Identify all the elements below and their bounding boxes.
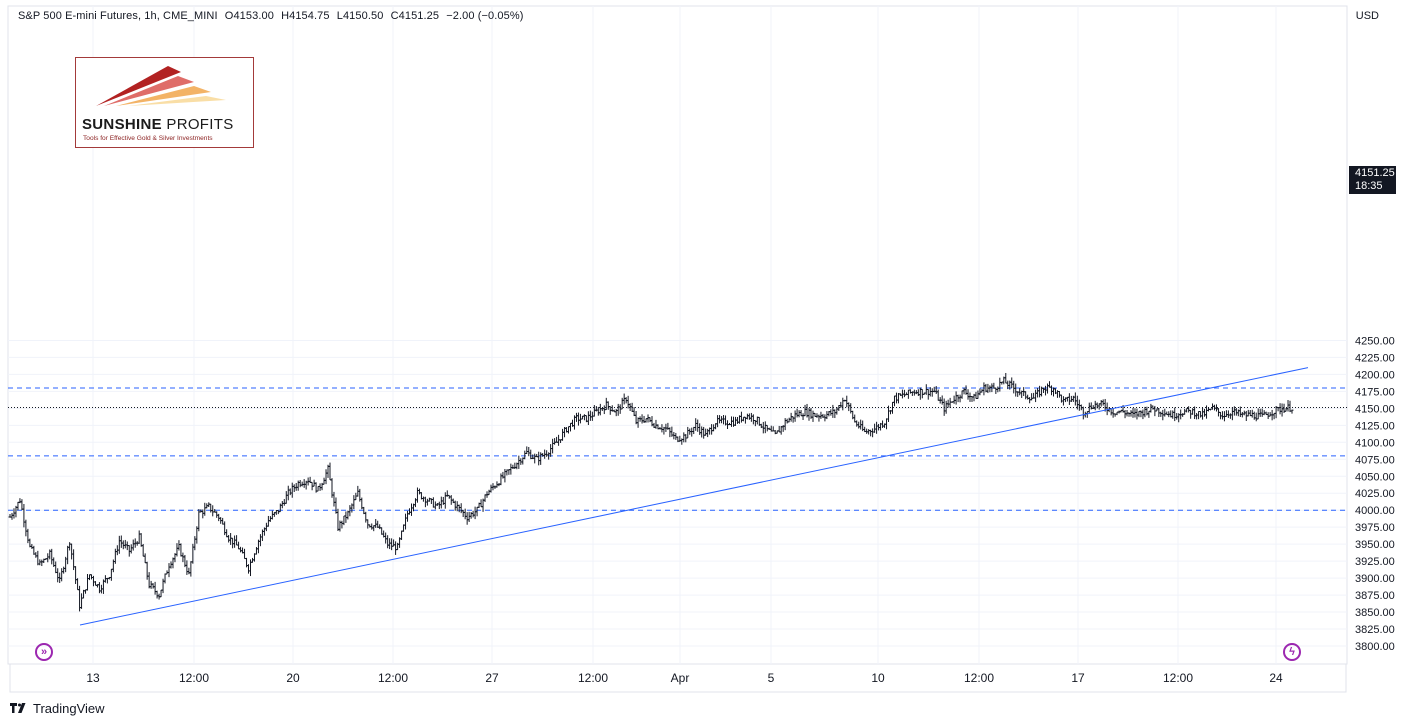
price-tick-label: 3975.00 [1355,522,1395,534]
ohlc-open: O4153.00 [224,10,274,22]
price-tick-label: 4125.00 [1355,420,1395,432]
double-chevron-right-icon: » [40,646,48,658]
ohlc-high: H4154.75 [281,10,330,22]
last-price-value: 4151.25 [1355,167,1395,179]
time-tick-label: 12:00 [179,671,209,685]
symbol-header: S&P 500 E-mini Futures, 1h, CME_MINI O41… [18,10,528,22]
price-tick-label: 3850.00 [1355,607,1395,619]
price-tick-label: 3925.00 [1355,556,1395,568]
time-axis[interactable]: 13 12:00 20 12:00 27 12:00 Apr 5 10 12:00 17 12:00 2… [86,671,1283,685]
candles [8,372,1294,612]
footer-brand: TradingView [33,701,105,716]
bar-countdown: 18:35 [1355,180,1383,192]
time-tick-label: 12:00 [964,671,994,685]
time-tick-label: 10 [871,671,885,685]
ohlc-close: C4151.25 [390,10,440,22]
symbol-title[interactable]: S&P 500 E-mini Futures, 1h, CME_MINI [18,10,218,22]
ohlc-low: L4150.50 [336,10,384,22]
price-tick-label: 4150.00 [1355,403,1395,415]
footer[interactable]: TradingView [10,701,105,716]
price-tick-label: 3900.00 [1355,573,1395,585]
time-tick-label: 12:00 [1163,671,1193,685]
price-tick-label: 3800.00 [1355,641,1395,653]
price-axis[interactable]: 3800.00 3825.00 3850.00 3875.00 3900.00 3925.… [1355,335,1395,653]
currency-label[interactable]: USD [1355,10,1379,22]
sunshine-profits-logo: SUNSHINE PROFITS Tools for Effective Gol… [75,57,254,148]
time-tick-label: 12:00 [378,671,408,685]
price-tick-label: 4250.00 [1355,335,1395,347]
horizontal-levels [8,387,1347,511]
time-tick-label: 12:00 [578,671,608,685]
lightning-icon: ϟ [1289,646,1295,658]
time-axis-frame [9,663,1347,693]
time-tick-label: 17 [1071,671,1085,685]
tradingview-logo-icon [10,702,26,713]
logo-title: SUNSHINE PROFITS [82,116,234,133]
time-tick-label: Apr [671,671,690,685]
trendline[interactable] [79,367,1309,626]
time-tick-label: 5 [768,671,775,685]
last-price-tag: 4151.25 18:35 [1349,166,1396,194]
time-tick-label: 24 [1269,671,1283,685]
lightning-button[interactable]: ϟ [1283,643,1301,661]
time-tick-label: 27 [485,671,499,685]
price-tick-label: 4200.00 [1355,369,1395,381]
time-tick-label: 13 [86,671,100,685]
price-tick-label: 4100.00 [1355,437,1395,449]
price-tick-label: 4000.00 [1355,505,1395,517]
price-tick-label: 4075.00 [1355,454,1395,466]
price-tick-label: 3825.00 [1355,624,1395,636]
logo-rays-icon [96,66,226,106]
time-tick-label: 20 [286,671,300,685]
go-to-realtime-button[interactable]: » [35,643,53,661]
price-tick-label: 4175.00 [1355,386,1395,398]
price-tick-label: 3950.00 [1355,539,1395,551]
price-tick-label: 4025.00 [1355,488,1395,500]
price-tick-label: 4050.00 [1355,471,1395,483]
logo-tagline: Tools for Effective Gold & Silver Invest… [83,135,213,142]
price-tick-label: 3875.00 [1355,590,1395,602]
price-tick-label: 4225.00 [1355,352,1395,364]
price-change: −2.00 (−0.05%) [446,10,524,22]
